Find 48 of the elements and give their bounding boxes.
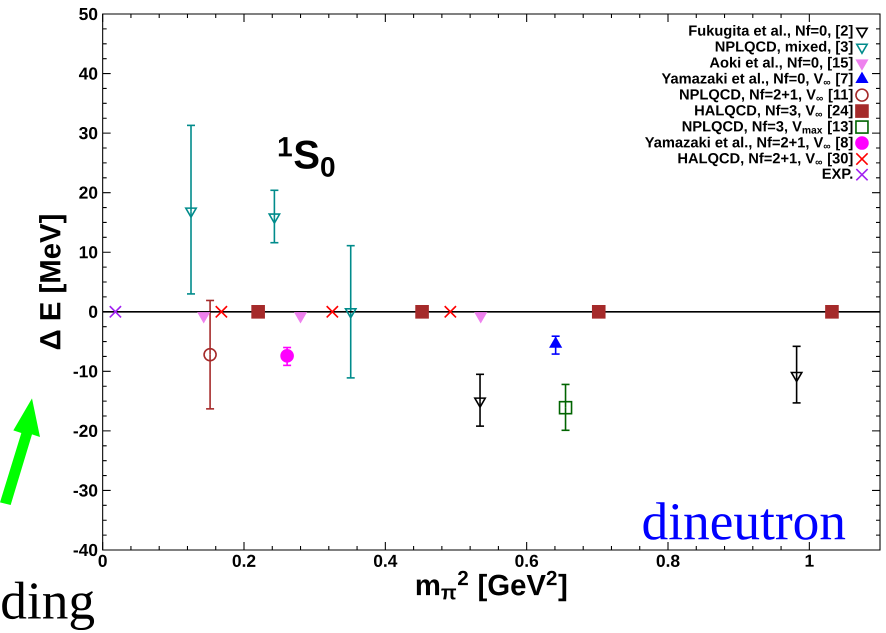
x-tick-label: 0.2 — [232, 554, 256, 567]
x-tick-label: 0.6 — [515, 554, 538, 567]
y-tick-label: -30 — [74, 484, 98, 497]
point — [280, 349, 294, 363]
point — [326, 305, 339, 318]
point — [474, 312, 487, 323]
y-tick-label: 0 — [89, 306, 98, 318]
annotation: dineutron — [643, 502, 846, 540]
legend-label: NPLQCD, Nf=3, V$_{max}$ [13] — [682, 120, 852, 134]
legend-label: Yamazaki et al., Nf=0, V$_{∞}$ [7] — [662, 72, 852, 87]
point — [185, 207, 197, 218]
legend-label: HALQCD, Nf=2+1, V$_{∞}$ [30] — [678, 152, 852, 166]
text: ding — [2, 582, 94, 630]
y-tick-label: 10 — [80, 246, 98, 258]
point — [444, 305, 457, 318]
x-tick-label: 0.4 — [374, 554, 398, 567]
point — [251, 304, 265, 319]
point — [415, 304, 429, 319]
legend-label: Fukugita et al., Nf=0, [2] — [689, 24, 852, 39]
legend-label: NPLQCD, mixed, [3] — [716, 40, 852, 55]
legend-label: EXP. — [822, 168, 852, 179]
y-tick-label: -40 — [74, 544, 98, 556]
legend-label: Yamazaki et al., Nf=2+1, V$_{∞}$ [8] — [645, 136, 852, 150]
annotation: $^{1}$S$_{0}$ — [278, 137, 334, 177]
point — [592, 304, 606, 319]
y-tick-label: 50 — [79, 8, 98, 20]
x-tick-label: 0 — [98, 554, 107, 567]
point — [344, 308, 357, 319]
y-tick-label: -20 — [74, 424, 98, 438]
point — [198, 312, 210, 323]
x-tick-label: 1 — [806, 554, 814, 567]
legend-label: HALQCD, Nf=3, V$_{∞}$ [24] — [695, 104, 852, 118]
point — [214, 305, 228, 318]
legend-label: NPLQCD, Nf=2+1, V$_{∞}$ [11] — [680, 88, 852, 102]
point — [825, 304, 839, 319]
x-axis-title: m$_{π}$$^{2}$ [GeV$^{2}$] — [416, 570, 566, 602]
y-tick-label: -10 — [74, 365, 98, 378]
x-tick-label: 0.8 — [656, 554, 680, 567]
legend-label: Aoki et al., Nf=0, [15] — [710, 56, 852, 71]
point — [203, 348, 217, 362]
point — [108, 305, 122, 318]
y-tick-label: 30 — [79, 126, 98, 140]
y-tick-label: 20 — [79, 186, 98, 199]
point — [558, 400, 572, 414]
point — [268, 213, 280, 224]
y-tick-label: 40 — [78, 67, 98, 80]
point — [294, 312, 307, 323]
y-axis-title: Δ E [MeV] — [39, 215, 66, 350]
